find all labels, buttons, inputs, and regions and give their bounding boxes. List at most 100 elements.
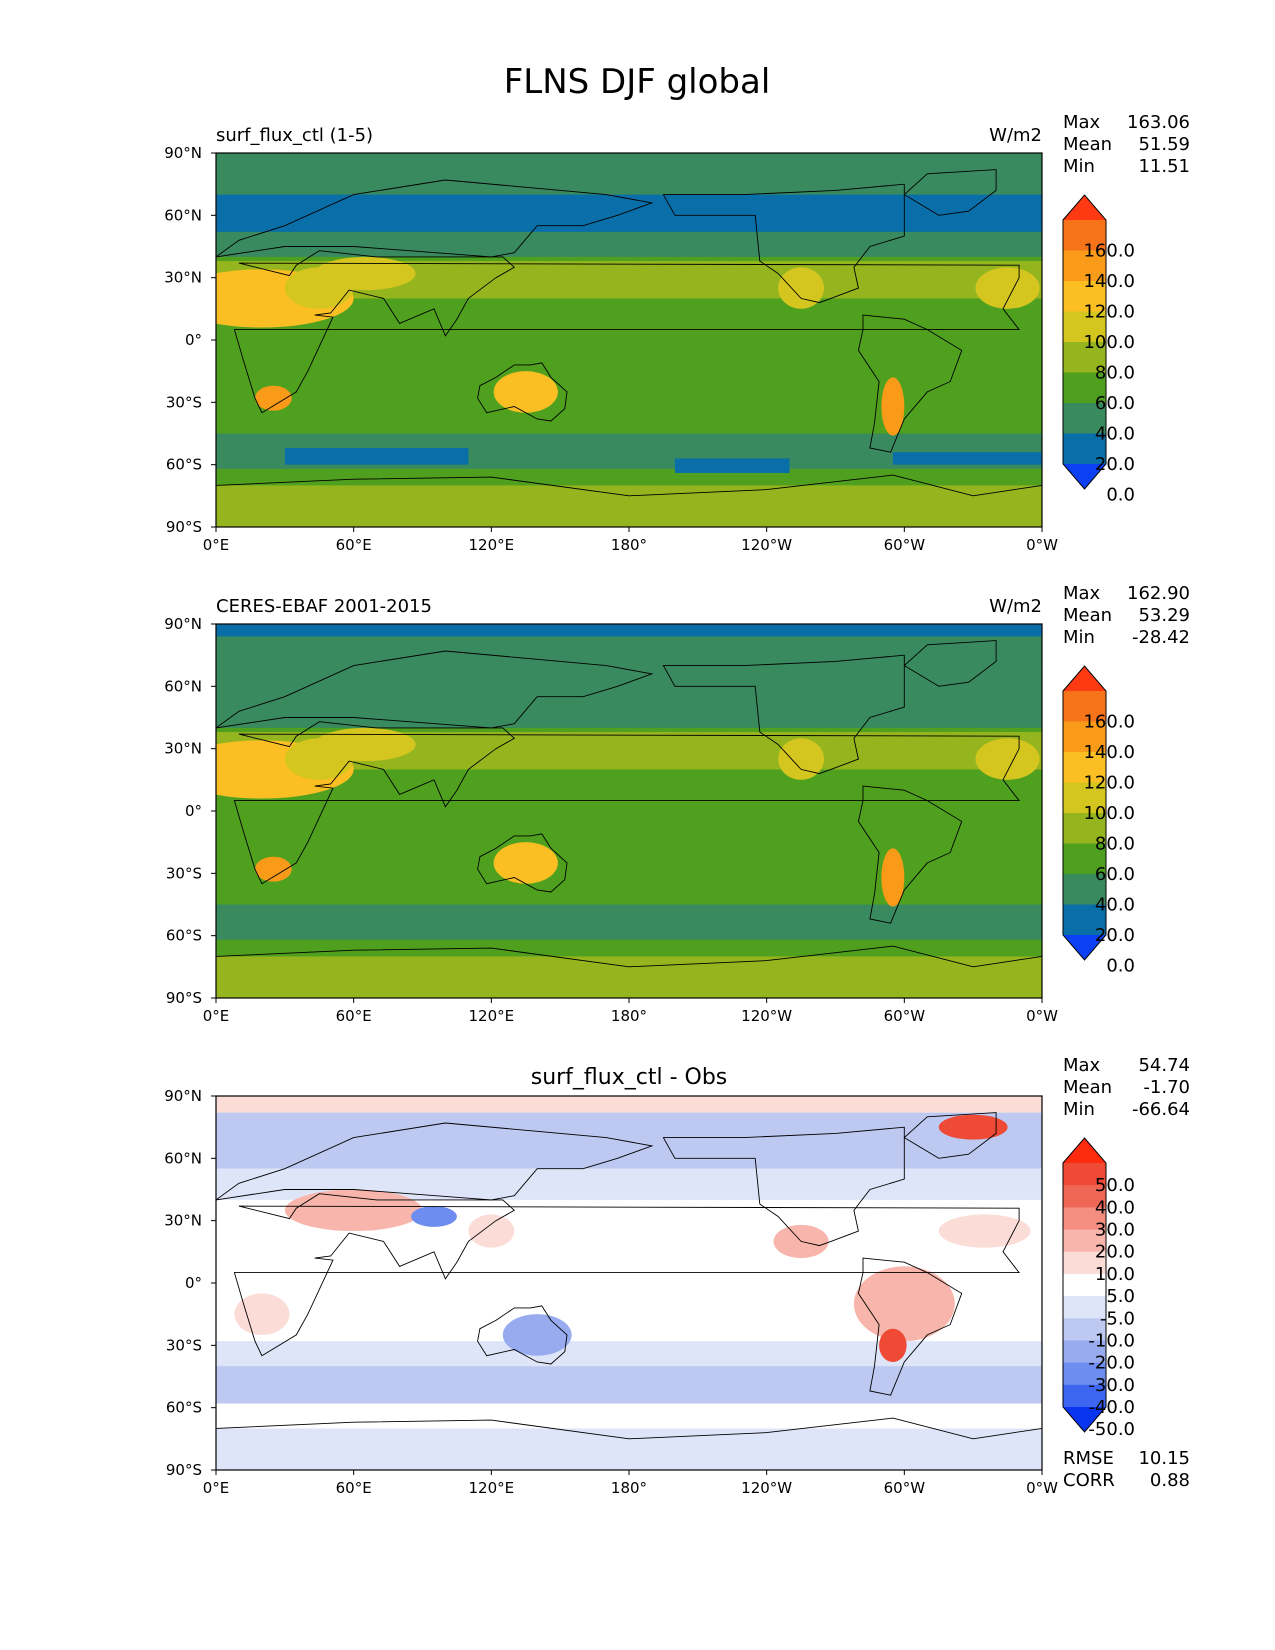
y-tick-label: 60°N bbox=[164, 206, 202, 224]
x-tick-label: 180° bbox=[611, 1007, 647, 1025]
colorbar-segment bbox=[1063, 250, 1106, 282]
x-tick-label: 120°E bbox=[469, 536, 515, 554]
colorbar-outline bbox=[1062, 1137, 1107, 1433]
y-tick-label: 90°N bbox=[164, 1087, 202, 1105]
flux-region bbox=[938, 1114, 1008, 1140]
colorbar-label: 120.0 bbox=[1083, 773, 1135, 794]
colorbar-label: 60.0 bbox=[1095, 393, 1135, 414]
y-tick-label: 0° bbox=[185, 802, 202, 820]
colorbar-label: 120.0 bbox=[1083, 302, 1135, 323]
colorbar-segment bbox=[1063, 1251, 1106, 1275]
flux-region bbox=[881, 377, 905, 436]
stat-value: 11.51 bbox=[1138, 156, 1190, 177]
stat-value: -1.70 bbox=[1143, 1077, 1190, 1098]
x-tick-label: 120°E bbox=[469, 1007, 515, 1025]
flux-region bbox=[938, 1214, 1031, 1248]
flux-region bbox=[255, 385, 292, 411]
colorbar-label: 50.0 bbox=[1095, 1175, 1135, 1196]
colorbar-segment bbox=[1063, 1384, 1106, 1408]
colorbar-label: 5.0 bbox=[1106, 1286, 1135, 1307]
coastline bbox=[662, 1126, 905, 1247]
flux-region bbox=[314, 727, 416, 762]
colorbar-segment bbox=[1063, 721, 1106, 753]
latitude-band bbox=[216, 956, 1042, 998]
map-panel: CERES-EBAF 2001-2015 W/m2 0°E 60°E 120°E 180°… bbox=[164, 583, 1190, 1025]
colorbar-extend-min bbox=[1063, 935, 1106, 960]
colorbar-label: 20.0 bbox=[1095, 1242, 1135, 1263]
colorbar-segment bbox=[1063, 220, 1106, 251]
colorbar-extend-min bbox=[1063, 1407, 1106, 1432]
latitude-band bbox=[216, 485, 1042, 527]
stat-label: Min bbox=[1063, 1099, 1095, 1120]
coastline bbox=[903, 169, 997, 216]
stat-value: 51.59 bbox=[1138, 134, 1190, 155]
coastline bbox=[233, 721, 1021, 885]
colorbar-label: 140.0 bbox=[1083, 742, 1135, 763]
latitude-band bbox=[216, 636, 1042, 666]
coastline bbox=[662, 183, 905, 304]
stat-label: Max bbox=[1063, 1055, 1101, 1076]
colorbar-extend-max bbox=[1063, 195, 1106, 220]
x-tick-label: 120°W bbox=[741, 1007, 792, 1025]
y-tick-label: 60°S bbox=[166, 927, 202, 945]
latitude-band bbox=[216, 1428, 1042, 1470]
colorbar-segment bbox=[1063, 843, 1106, 875]
x-tick-label: 120°E bbox=[469, 1479, 515, 1497]
x-tick-label: 180° bbox=[611, 1479, 647, 1497]
flux-region bbox=[975, 738, 1040, 780]
panel-title: surf_flux_ctl (1-5) bbox=[216, 125, 373, 146]
colorbar: 0.0 20.0 40.0 60.0 80.0 100.0 120.0 140.0 160.0 bbox=[1062, 194, 1135, 506]
colorbar-segment bbox=[1063, 1273, 1106, 1297]
x-tick-label: 180° bbox=[611, 536, 647, 554]
y-tick-label: 60°N bbox=[164, 1149, 202, 1167]
colorbar-label: 30.0 bbox=[1095, 1220, 1135, 1241]
colorbar-label: 40.0 bbox=[1095, 895, 1135, 916]
colorbar-label: 60.0 bbox=[1095, 864, 1135, 885]
colorbar-outline bbox=[1062, 194, 1107, 490]
colorbar: -50.0-40.0-30.0-20.0-10.0-5.05.010.020.0… bbox=[1062, 1137, 1135, 1440]
colorbar-segment bbox=[1063, 904, 1106, 936]
colorbar-extend-max bbox=[1063, 666, 1106, 691]
stat-label: Mean bbox=[1063, 134, 1112, 155]
latitude-band bbox=[216, 624, 1042, 637]
coastline bbox=[216, 474, 1042, 527]
colorbar-segment bbox=[1063, 752, 1106, 783]
stat-value: -66.64 bbox=[1132, 1099, 1190, 1120]
stat-value: 0.88 bbox=[1150, 1470, 1190, 1491]
y-tick-label: 90°S bbox=[166, 1461, 202, 1479]
colorbar-label: 40.0 bbox=[1095, 1197, 1135, 1218]
y-tick-label: 90°N bbox=[164, 144, 202, 162]
figure-title: FLNS DJF global bbox=[504, 62, 771, 102]
colorbar-segment bbox=[1063, 782, 1106, 814]
y-tick-label: 30°S bbox=[166, 393, 202, 411]
x-tick-label: 60°E bbox=[336, 1479, 372, 1497]
colorbar-label: 100.0 bbox=[1083, 803, 1135, 824]
coastline bbox=[477, 833, 568, 893]
flux-region bbox=[255, 856, 292, 882]
colorbar-segment bbox=[1063, 1340, 1106, 1364]
stat-label: Max bbox=[1063, 112, 1101, 133]
stat-value: 53.29 bbox=[1138, 605, 1190, 626]
colorbar-label: 100.0 bbox=[1083, 332, 1135, 353]
panel-title: CERES-EBAF 2001-2015 bbox=[216, 596, 432, 617]
colorbar-segment bbox=[1063, 342, 1106, 373]
panel-title: surf_flux_ctl - Obs bbox=[531, 1065, 728, 1090]
flux-region bbox=[892, 452, 1042, 465]
coastline bbox=[216, 1122, 654, 1201]
y-tick-label: 30°S bbox=[166, 864, 202, 882]
x-tick-label: 0°W bbox=[1026, 1479, 1058, 1497]
stat-value: 162.90 bbox=[1127, 583, 1190, 604]
map-field bbox=[216, 1096, 1042, 1470]
y-tick-label: 60°S bbox=[166, 456, 202, 474]
x-tick-label: 0°W bbox=[1026, 1007, 1058, 1025]
stat-label: Mean bbox=[1063, 605, 1112, 626]
stat-label: CORR bbox=[1063, 1470, 1115, 1491]
latitude-band bbox=[216, 165, 1042, 195]
colorbar-segment bbox=[1063, 281, 1106, 312]
colorbar-label: 80.0 bbox=[1095, 834, 1135, 855]
colorbar-segment bbox=[1063, 1207, 1106, 1231]
flux-region bbox=[234, 1293, 290, 1335]
latitude-band bbox=[216, 665, 1042, 703]
stat-value: -28.42 bbox=[1132, 627, 1190, 648]
flux-region bbox=[284, 448, 469, 465]
